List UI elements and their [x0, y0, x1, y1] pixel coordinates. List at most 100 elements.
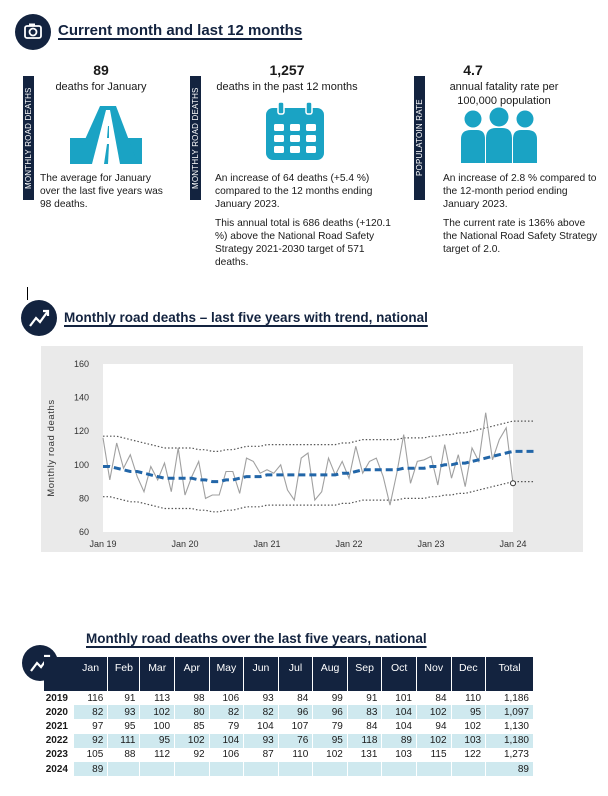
table-cell: 89	[74, 761, 109, 777]
x-tick-label: Jan 23	[417, 539, 444, 549]
table-row: 2020 82 93 102 80 82 82 96 96 83 104 102 95 1,097	[44, 705, 534, 720]
table-cell: 80	[174, 705, 210, 720]
table-header-spacer	[278, 679, 314, 691]
table-year-cell: 2021	[44, 719, 74, 734]
table-cell: 89	[485, 761, 534, 777]
table-cell: 102	[139, 705, 176, 720]
x-tick-label: Jan 22	[335, 539, 362, 549]
stat-sub-12months: deaths in the past 12 months	[216, 81, 358, 93]
table-cell: 82	[74, 705, 109, 720]
stat-sub-monthly: deaths for January	[55, 81, 147, 93]
y-tick-label: 100	[74, 460, 89, 470]
table-cell: 113	[139, 691, 176, 706]
table-cell: 83	[347, 705, 383, 720]
table-cell: 122	[451, 747, 487, 762]
trend-chart-icon	[21, 300, 57, 336]
table-header-cell: Mar	[139, 657, 176, 679]
table-header-cell: Jun	[243, 657, 279, 679]
table-cell: 94	[416, 719, 452, 734]
section-title-table: Monthly road deaths over the last five y…	[86, 631, 427, 646]
table-cell: 115	[416, 747, 452, 762]
table-cell: 99	[312, 691, 348, 706]
text-rate-p1: An increase of 2.8 % compared to the 12-…	[443, 173, 597, 210]
camera-icon	[15, 14, 51, 50]
text-12months: An increase of 64 deaths (+5.4 %) compar…	[215, 172, 395, 275]
table-cell: 110	[278, 747, 314, 762]
table-cell: 76	[278, 733, 314, 748]
table-cell	[174, 761, 210, 777]
table-header-spacer	[416, 679, 452, 691]
table-header-spacer	[107, 679, 141, 691]
table-cell	[209, 761, 245, 777]
table-cell: 88	[107, 747, 141, 762]
table-cell: 104	[243, 719, 279, 734]
y-tick-label: 160	[74, 359, 89, 369]
table-cell: 104	[381, 719, 417, 734]
table-header-spacer	[381, 679, 417, 691]
table-header-spacer	[312, 679, 348, 691]
table-cell: 102	[416, 705, 452, 720]
table-year-cell: 2022	[44, 733, 74, 748]
table-cell: 91	[347, 691, 383, 706]
line-chart: 60 80 100 120 140 160 Jan 19 Jan 20 Jan 21 Jan 22…	[46, 359, 534, 549]
table-cell: 84	[278, 691, 314, 706]
table-cell: 91	[107, 691, 141, 706]
table-cell: 102	[451, 719, 487, 734]
text-rate-p2: The current rate is 136% above the Natio…	[443, 218, 598, 255]
table-cell	[347, 761, 383, 777]
table-cell: 103	[451, 733, 487, 748]
stat-number-12months: 1,257	[269, 62, 305, 78]
table-cell: 93	[243, 691, 279, 706]
table-header-cell: Total	[485, 657, 534, 679]
table-header-band	[44, 679, 534, 691]
series-line-monthly-deaths	[102, 412, 514, 506]
table-header-cell: May	[209, 657, 245, 679]
table-cell: 79	[312, 719, 348, 734]
x-tick-label: Jan 19	[89, 539, 116, 549]
table-cell: 104	[381, 705, 417, 720]
x-tick-label: Jan 24	[499, 539, 526, 549]
table-cell: 93	[107, 705, 141, 720]
table-cell: 1,097	[485, 705, 534, 720]
table-corner	[44, 679, 74, 691]
table-row: 2019 116 91 113 98 106 93 84 99 91 101 84 110 1,186	[44, 691, 534, 706]
table-cell: 84	[416, 691, 452, 706]
table-header-cell: Apr	[174, 657, 210, 679]
section-title-chart: Monthly road deaths – last five years wi…	[64, 310, 428, 325]
table-cell: 96	[278, 705, 314, 720]
table-header-cell: Feb	[107, 657, 141, 679]
table-year-cell: 2023	[44, 747, 74, 762]
road-icon	[70, 100, 142, 169]
table-row: 2022 92 111 95 102 104 93 76 95 118 89 102 103 1,180	[44, 733, 534, 748]
table-cell: 79	[209, 719, 245, 734]
table-header-cell: Sep	[347, 657, 383, 679]
table-cell: 96	[312, 705, 348, 720]
table-cell: 1,180	[485, 733, 534, 748]
table-cell: 131	[347, 747, 383, 762]
table-cell: 84	[347, 719, 383, 734]
chart-panel: 60 80 100 120 140 160 Jan 19 Jan 20 Jan 21 Jan 22…	[41, 346, 583, 552]
table-cell	[381, 761, 417, 777]
table-header-spacer	[243, 679, 279, 691]
y-tick-label: 80	[79, 493, 89, 503]
table-cell: 1,273	[485, 747, 534, 762]
table-cell: 98	[174, 691, 210, 706]
table-cell: 95	[312, 733, 348, 748]
side-label-rate: POPULATOIN RATE	[414, 76, 425, 200]
table-cell: 102	[174, 733, 210, 748]
section-title-current: Current month and last 12 months	[58, 22, 303, 39]
stat-sub-rate: annual fatality rate per 100,000 populat…	[449, 81, 559, 107]
table-header-cell: Aug	[312, 657, 348, 679]
table-cell: 85	[174, 719, 210, 734]
table-cell: 106	[209, 747, 245, 762]
table-cell: 105	[74, 747, 109, 762]
table-cell: 95	[451, 705, 487, 720]
table-cell: 87	[243, 747, 279, 762]
stat-number-rate: 4.7	[463, 62, 483, 78]
table-cell: 92	[174, 747, 210, 762]
text-12months-p1: An increase of 64 deaths (+5.4 %) compar…	[215, 173, 373, 210]
text-12months-p2: This annual total is 686 deaths (+120.1 …	[215, 218, 391, 268]
table-cell: 102	[312, 747, 348, 762]
table-cell: 111	[107, 733, 141, 748]
table-cell: 92	[74, 733, 109, 748]
